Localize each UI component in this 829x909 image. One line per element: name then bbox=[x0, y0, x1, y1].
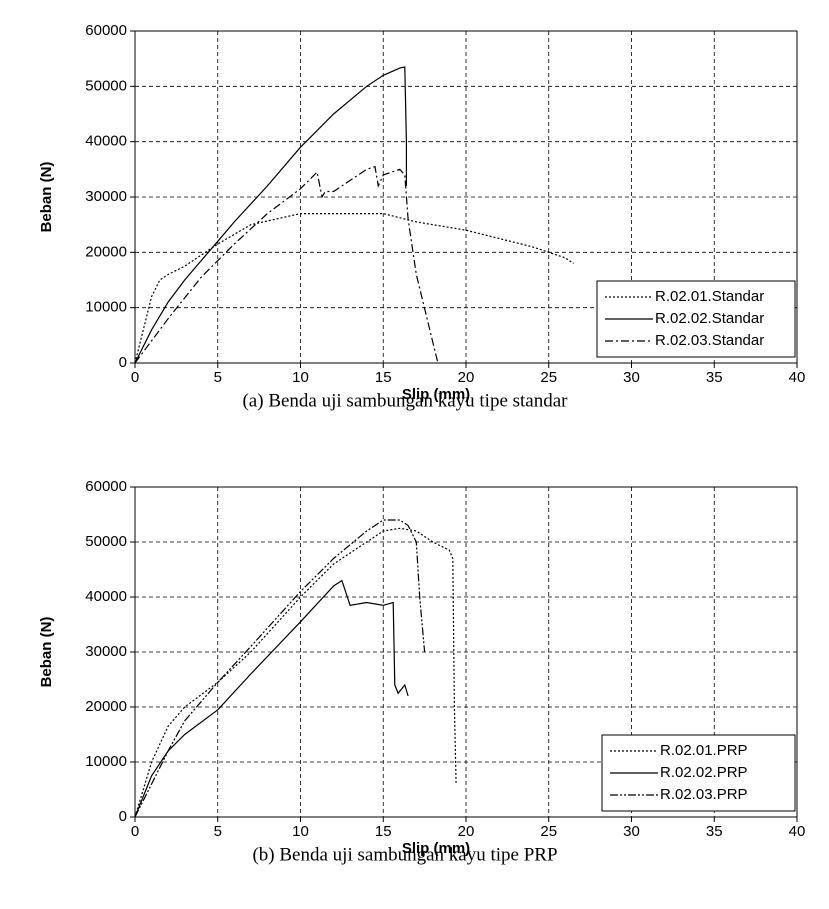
x-tick-label: 0 bbox=[131, 369, 139, 386]
y-tick-label: 20000 bbox=[85, 243, 127, 260]
x-tick-label: 15 bbox=[375, 369, 392, 386]
legend-label: R.02.03.PRP bbox=[660, 786, 748, 803]
series-line bbox=[134, 66, 407, 364]
series-line bbox=[134, 213, 574, 364]
x-tick-label: 5 bbox=[214, 369, 222, 386]
y-tick-label: 10000 bbox=[85, 299, 127, 316]
y-tick-label: 40000 bbox=[85, 588, 127, 605]
y-axis-label: Beban (N) bbox=[38, 162, 55, 233]
y-tick-label: 60000 bbox=[85, 478, 127, 495]
y-axis-label: Beban (N) bbox=[38, 617, 55, 688]
series-line bbox=[134, 165, 439, 364]
legend-label: R.02.01.Standar bbox=[655, 288, 764, 305]
x-axis-label: Slip (mm) bbox=[402, 386, 470, 403]
x-tick-label: 35 bbox=[706, 823, 723, 840]
y-tick-label: 40000 bbox=[85, 133, 127, 150]
y-tick-label: 30000 bbox=[85, 188, 127, 205]
x-tick-label: 40 bbox=[789, 369, 806, 386]
series-line bbox=[134, 519, 426, 818]
y-tick-label: 30000 bbox=[85, 643, 127, 660]
x-tick-label: 10 bbox=[292, 369, 309, 386]
x-tick-label: 15 bbox=[375, 823, 392, 840]
x-tick-label: 30 bbox=[623, 823, 640, 840]
x-tick-label: 35 bbox=[706, 369, 723, 386]
x-tick-label: 25 bbox=[540, 823, 557, 840]
x-tick-label: 5 bbox=[214, 823, 222, 840]
x-tick-label: 0 bbox=[131, 823, 139, 840]
x-tick-label: 10 bbox=[292, 823, 309, 840]
y-tick-label: 0 bbox=[119, 808, 127, 825]
legend-label: R.02.02.Standar bbox=[655, 310, 764, 327]
legend-label: R.02.01.PRP bbox=[660, 742, 748, 759]
x-tick-label: 25 bbox=[540, 369, 557, 386]
x-tick-label: 40 bbox=[789, 823, 806, 840]
legend-label: R.02.02.PRP bbox=[660, 764, 748, 781]
x-tick-label: 30 bbox=[623, 369, 640, 386]
x-tick-label: 20 bbox=[458, 823, 475, 840]
y-tick-label: 10000 bbox=[85, 753, 127, 770]
y-tick-label: 20000 bbox=[85, 698, 127, 715]
legend-label: R.02.03.Standar bbox=[655, 332, 764, 349]
caption: (b) Benda uji sambungan kayu tipe PRP bbox=[252, 844, 557, 865]
x-axis-label: Slip (mm) bbox=[402, 840, 470, 857]
series-line bbox=[134, 579, 409, 818]
caption: (a) Benda uji sambungan kayu tipe standa… bbox=[242, 390, 568, 411]
x-tick-label: 20 bbox=[458, 369, 475, 386]
series-line bbox=[134, 527, 457, 818]
y-tick-label: 60000 bbox=[85, 22, 127, 39]
y-tick-label: 50000 bbox=[85, 533, 127, 550]
y-tick-label: 0 bbox=[119, 354, 127, 371]
y-tick-label: 50000 bbox=[85, 77, 127, 94]
